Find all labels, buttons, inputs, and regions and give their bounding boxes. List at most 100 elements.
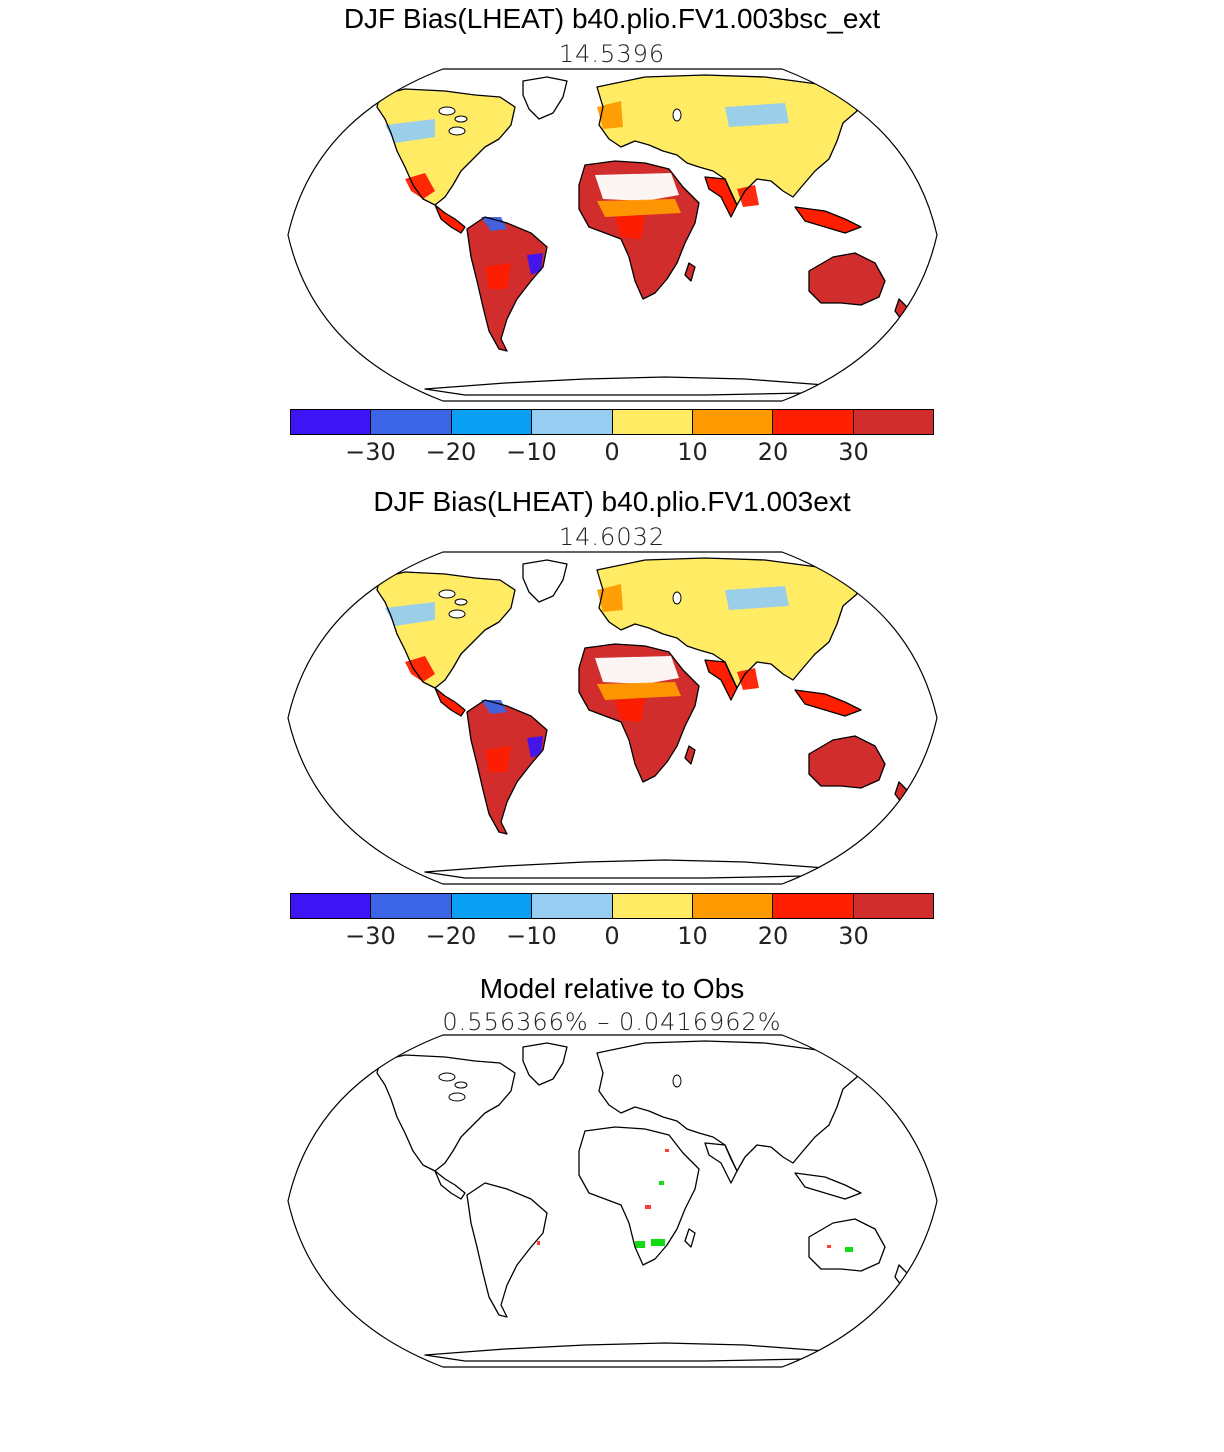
map-frame <box>287 551 938 885</box>
land-northAmerica <box>377 572 515 688</box>
green-patch <box>635 1241 645 1248</box>
coastline-centralAmerica <box>434 204 466 234</box>
bias-patch <box>527 736 543 758</box>
coastline-southAmerica <box>466 216 548 352</box>
lake <box>438 106 456 116</box>
colorbar-tick-label: −20 <box>425 438 477 466</box>
panel1-title: DJF Bias(LHEAT) b40.plio.FV1.003bsc_ext <box>343 3 881 34</box>
colorbar-swatch <box>451 894 533 918</box>
coastline-northAmerica <box>376 571 516 689</box>
red-patch <box>645 1205 651 1209</box>
coastline-madagascar <box>684 262 696 282</box>
coastline-africa <box>578 1126 700 1266</box>
coastline-africa <box>578 643 700 783</box>
bias-patch <box>595 656 679 684</box>
coastline-seAsia <box>794 1172 862 1200</box>
colorbar-swatch <box>371 410 452 434</box>
bias-patch <box>485 263 511 289</box>
colorbar-swatch <box>853 894 933 918</box>
colorbar-tick-label: 10 <box>677 438 708 466</box>
coastline-arabiaIndia <box>704 176 738 218</box>
land-greenland <box>523 560 567 602</box>
land-centralAmerica <box>435 205 465 233</box>
coastline-greenland <box>522 1042 568 1086</box>
land-greenland <box>523 77 567 119</box>
colorbar-tick-label: 0 <box>604 922 620 950</box>
map-frame <box>287 68 938 402</box>
coastline-centralAmerica <box>434 687 466 717</box>
colorbar-swatch <box>773 410 854 434</box>
colorbar-tick-label: 10 <box>677 922 708 950</box>
colorbar-tick-label: 0 <box>604 438 620 466</box>
panel1-colorbar <box>290 409 934 435</box>
map-content <box>376 557 908 879</box>
bias-patch <box>725 586 789 610</box>
colorbar-swatch <box>612 410 693 434</box>
coastline-greenland <box>522 559 568 603</box>
bias-patch <box>597 682 681 700</box>
land-eurasia <box>597 75 857 205</box>
coastline-africa <box>578 160 700 300</box>
map-frame <box>287 1034 938 1368</box>
panel2-subtitle: 14.6032 <box>558 523 666 551</box>
panel3-title: Model relative to Obs <box>479 973 745 1004</box>
lake <box>672 1074 682 1088</box>
panel3-subtitle: 0.556366% – 0.0416962% <box>442 1008 782 1036</box>
coastline-arabiaIndia <box>704 659 738 701</box>
colorbar-swatch <box>692 894 774 918</box>
green-patch <box>651 1239 665 1246</box>
bias-patch <box>597 101 623 129</box>
coastline-northAmerica <box>376 1054 516 1172</box>
bias-patch <box>385 119 435 143</box>
coastline-madagascar <box>684 745 696 765</box>
coastline-centralAmerica <box>434 1170 466 1200</box>
bias-patch <box>597 199 681 217</box>
colorbar-tick-label: −20 <box>425 922 477 950</box>
coastline-southAmerica <box>466 699 548 835</box>
coastline-madagascar <box>684 1228 696 1248</box>
coastline-seAsia <box>794 689 862 717</box>
green-patch <box>659 1181 664 1185</box>
colorbar-tick-label: 20 <box>757 922 789 950</box>
lake <box>454 598 468 606</box>
lake <box>448 1092 466 1102</box>
panel1-map <box>287 68 938 402</box>
colorbar-swatch <box>853 410 933 434</box>
bias-patch <box>385 602 435 626</box>
red-patch <box>665 1149 669 1152</box>
colorbar-swatch <box>371 894 452 918</box>
colorbar-swatch <box>291 410 372 434</box>
bias-patch <box>725 103 789 127</box>
bias-patch <box>737 668 759 690</box>
coastline-antarctica <box>424 376 826 396</box>
bias-patch <box>405 173 435 199</box>
colorbar-tick-label: 20 <box>757 438 789 466</box>
green-patch <box>845 1247 853 1252</box>
coastline-southAmerica <box>466 1182 548 1318</box>
panel2-map <box>287 551 938 885</box>
lake <box>448 126 466 136</box>
bias-patch <box>485 746 511 772</box>
coastline-seAsia <box>794 206 862 234</box>
colorbar-swatch <box>692 410 774 434</box>
bias-patch <box>595 173 679 201</box>
coastline-antarctica <box>424 859 826 879</box>
colorbar-tick-label: 30 <box>838 922 869 950</box>
land-northAmerica <box>377 89 515 205</box>
panel2-colorbar <box>290 893 934 919</box>
bias-patch <box>481 217 507 231</box>
colorbar-tick-label: −30 <box>345 922 396 950</box>
lake <box>454 1081 468 1089</box>
panel1-colorbar-ticks: −30 −20 −10 0 10 20 30 <box>290 438 934 468</box>
coastline-northAmerica <box>376 88 516 206</box>
red-patch <box>537 1241 540 1245</box>
land-seAsia <box>795 690 861 716</box>
land-seAsia <box>795 207 861 233</box>
red-patch <box>827 1245 831 1248</box>
land-australia <box>809 253 885 305</box>
colorbar-tick-label: 30 <box>838 438 869 466</box>
bias-patch <box>527 253 543 275</box>
map-content <box>376 74 908 396</box>
colorbar-swatch <box>291 894 372 918</box>
map-content <box>376 1040 908 1362</box>
